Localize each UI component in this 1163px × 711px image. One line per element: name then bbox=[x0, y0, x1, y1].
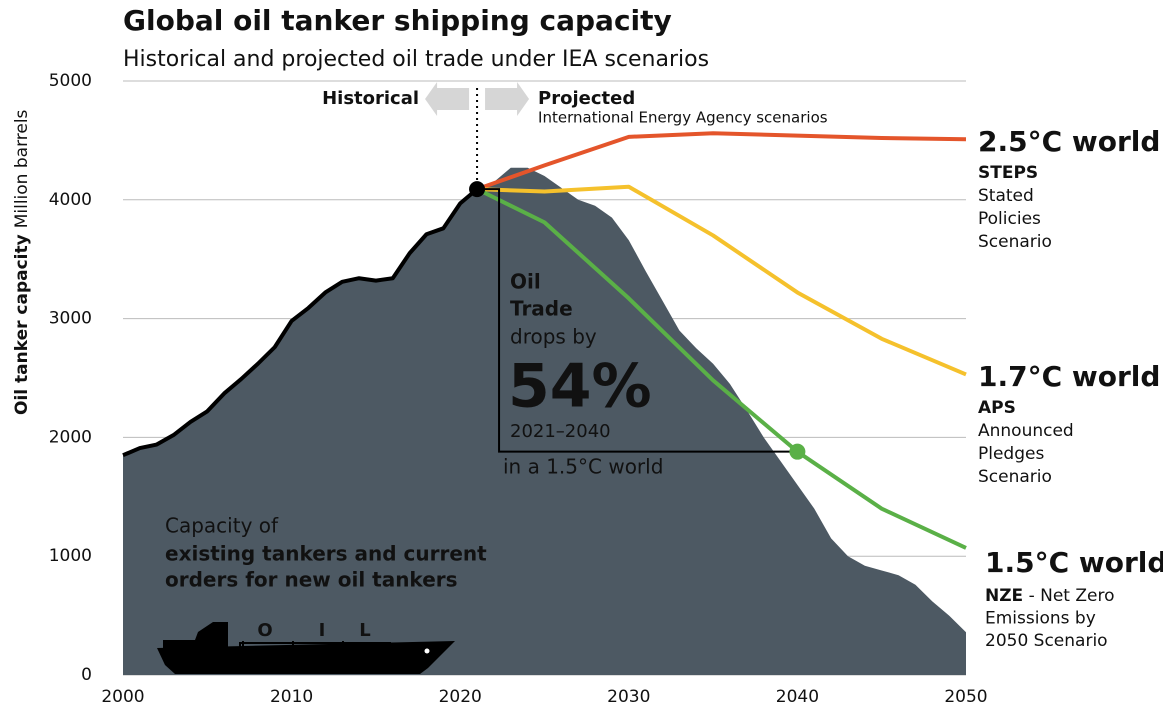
scenario-desc: 2050 Scenario bbox=[985, 631, 1108, 651]
ship-letter: L bbox=[359, 620, 370, 641]
series-line bbox=[122, 187, 479, 458]
scenario-code: NZE bbox=[985, 586, 1023, 606]
scenario-desc: Pledges bbox=[978, 444, 1044, 464]
series-line bbox=[476, 131, 967, 191]
x-tick-label: 2020 bbox=[439, 687, 482, 707]
scenario-desc: Announced bbox=[978, 421, 1074, 441]
scenario-desc: Scenario bbox=[978, 467, 1052, 487]
scenario-desc: Stated bbox=[978, 186, 1034, 206]
series-line bbox=[476, 184, 967, 377]
ship-hull bbox=[157, 641, 455, 674]
chart-subtitle: Historical and projected oil trade under… bbox=[123, 47, 709, 72]
capacity-area bbox=[123, 167, 966, 675]
ship-letter: I bbox=[319, 620, 326, 641]
capacity-label: existing tankers and current bbox=[165, 542, 487, 566]
arrow-left bbox=[425, 82, 470, 116]
x-tick-label: 2050 bbox=[944, 687, 987, 707]
bracket bbox=[477, 188, 798, 453]
projected-label: Projected bbox=[538, 88, 635, 109]
x-tick-label: 2030 bbox=[607, 687, 650, 707]
annotation-period: 2021–2040 bbox=[510, 421, 611, 442]
y-tick-label: 1000 bbox=[49, 546, 92, 566]
scenario-name: 1.7°C world bbox=[978, 360, 1160, 393]
porthole bbox=[424, 648, 430, 654]
annotation-text: Oil bbox=[510, 270, 541, 294]
ship-deck bbox=[163, 622, 228, 648]
y-unit: Million barrels bbox=[12, 109, 32, 228]
scenario-code-line: NZE - Net Zero bbox=[985, 586, 1114, 606]
start-dot bbox=[469, 181, 486, 198]
x-tick-label: 2000 bbox=[101, 687, 144, 707]
historical-label: Historical bbox=[322, 88, 419, 109]
chart-title: Global oil tanker shipping capacity bbox=[123, 4, 672, 37]
scenario-desc: Policies bbox=[978, 209, 1041, 229]
y-axis-label: Oil tanker capacity Million barrels bbox=[12, 109, 32, 415]
projected-sublabel: International Energy Agency scenarios bbox=[538, 109, 828, 127]
ship-letter: O bbox=[257, 620, 272, 641]
capacity-label: orders for new oil tankers bbox=[165, 568, 458, 592]
ship-tanks bbox=[239, 641, 391, 648]
x-tick-label: 2040 bbox=[776, 687, 819, 707]
scenario-name: 2.5°C world bbox=[978, 125, 1160, 158]
scenario-code: STEPS bbox=[978, 163, 1038, 183]
y-tick-label: 0 bbox=[81, 665, 92, 685]
y-tick-label: 4000 bbox=[49, 190, 92, 210]
scenario-desc: Scenario bbox=[978, 232, 1052, 252]
annotation-big: 54% bbox=[508, 352, 652, 422]
y-label: Oil tanker capacity bbox=[12, 234, 32, 415]
scenario-desc: Emissions by bbox=[985, 609, 1096, 629]
x-tick-label: 2010 bbox=[270, 687, 313, 707]
annotation-text: drops by bbox=[510, 325, 597, 349]
scenario-code: APS bbox=[978, 398, 1016, 418]
capacity-label: Capacity of bbox=[165, 514, 279, 538]
scenario-desc: - Net Zero bbox=[1023, 586, 1114, 606]
y-tick-label: 5000 bbox=[49, 71, 92, 91]
scenario-name: 1.5°C world bbox=[985, 546, 1163, 579]
series-line bbox=[476, 187, 967, 550]
annotation-note: in a 1.5°C world bbox=[503, 455, 663, 479]
arrow-right bbox=[485, 82, 530, 116]
y-tick-label: 3000 bbox=[49, 309, 92, 329]
nze-dot bbox=[789, 443, 806, 460]
annotation-text: Trade bbox=[510, 297, 573, 321]
y-tick-label: 2000 bbox=[49, 427, 92, 447]
